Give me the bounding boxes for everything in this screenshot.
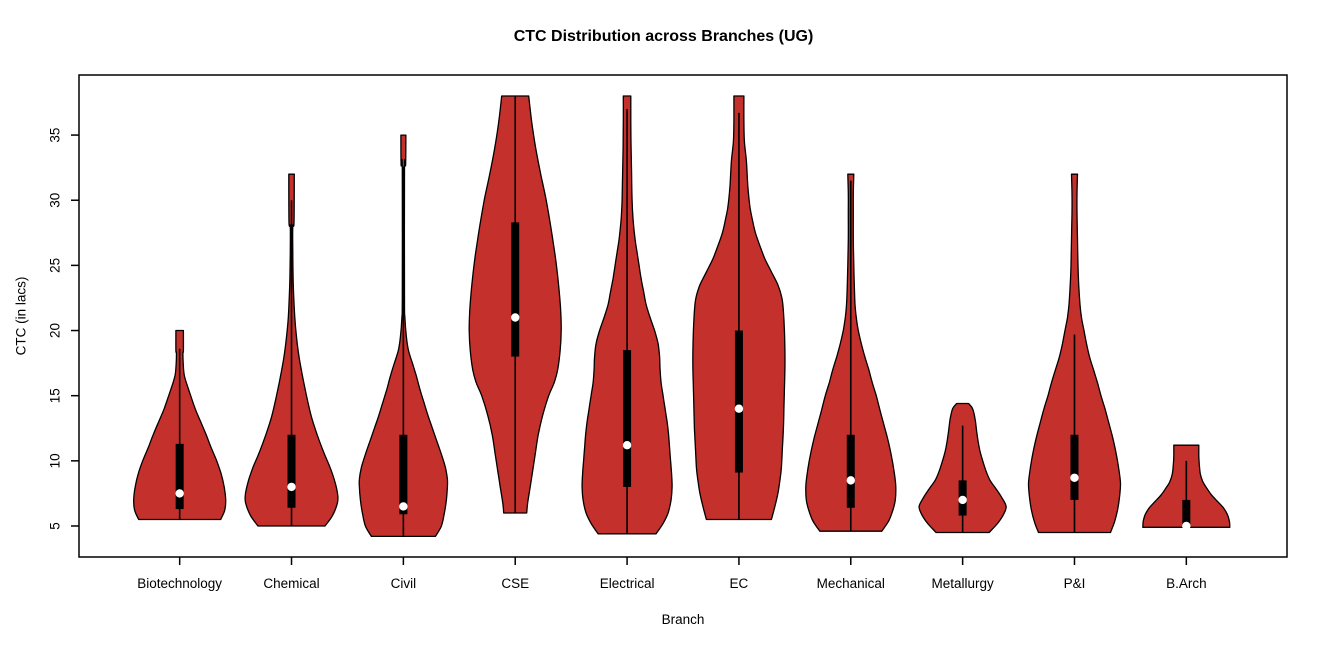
y-axis: 5 10 15 20 25 30 35 [48, 128, 79, 530]
iqr-box [623, 350, 632, 487]
y-tick-label: 25 [48, 258, 63, 273]
violin-electrical [581, 95, 673, 535]
violin-civil [358, 134, 449, 538]
iqr-box [1182, 499, 1191, 526]
x-tick-label: EC [730, 576, 749, 591]
iqr-box [734, 330, 743, 473]
violin-ec [692, 95, 786, 521]
median-dot [1070, 473, 1079, 482]
median-dot [511, 313, 520, 322]
median-dot [175, 489, 184, 498]
chart-title: CTC Distribution across Branches (UG) [513, 28, 814, 45]
violin-metallurgy [918, 402, 1007, 534]
median-dot [1182, 521, 1191, 531]
median-dot [846, 476, 855, 485]
x-tick-label: Mechanical [817, 576, 885, 591]
x-tick-label: P&I [1064, 576, 1086, 591]
median-dot [958, 495, 967, 505]
iqr-box [1070, 434, 1079, 500]
iqr-box [846, 434, 855, 508]
violin-b-arch [1142, 444, 1231, 531]
y-tick-label: 10 [48, 453, 63, 468]
y-tick-label: 20 [48, 323, 63, 338]
y-tick-label: 15 [48, 388, 63, 403]
x-tick-label: CSE [501, 576, 529, 591]
x-tick-label: Chemical [263, 576, 319, 591]
median-dot [399, 502, 408, 511]
x-tick-label: Civil [391, 576, 417, 591]
iqr-box [399, 434, 408, 515]
median-dot [734, 404, 744, 413]
y-tick-label: 5 [48, 522, 63, 530]
x-tick-label: Electrical [600, 576, 655, 591]
violin-biotechnology [133, 329, 227, 521]
iqr-box [175, 443, 184, 510]
violin-chemical [244, 173, 339, 527]
y-tick-label: 35 [48, 128, 63, 143]
x-tick-label: Biotechnology [137, 576, 222, 591]
violin-mechanical [805, 173, 897, 532]
x-axis: Biotechnology Chemical Civil CSE Electrical E… [137, 557, 1207, 591]
violin-p-i [1027, 173, 1122, 534]
x-axis-title: Branch [661, 612, 705, 627]
iqr-box [511, 222, 520, 357]
median-dot [287, 482, 296, 492]
x-tick-label: B.Arch [1166, 576, 1207, 591]
y-tick-label: 30 [48, 193, 63, 208]
violin-cse [468, 95, 562, 514]
plot-frame [78, 74, 1288, 558]
x-tick-label: Metallurgy [931, 576, 994, 591]
median-dot [622, 440, 632, 450]
iqr-box [287, 434, 296, 508]
